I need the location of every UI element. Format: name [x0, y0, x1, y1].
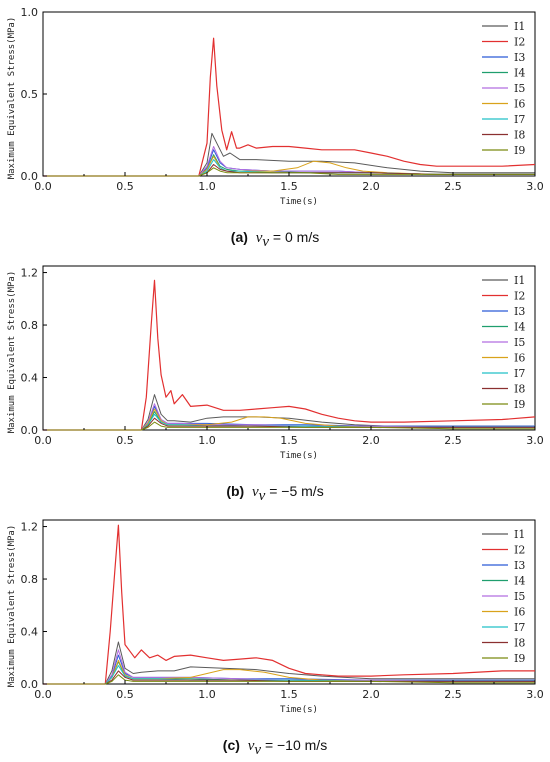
legend-label-i1: I1	[514, 274, 525, 287]
y-tick-label: 1.0	[21, 6, 39, 19]
caption-subscript: v	[254, 741, 262, 758]
x-tick-label: 1.0	[198, 434, 216, 447]
x-tick-label: 2.0	[362, 434, 380, 447]
chart-b: 0.0 0.5 1.0 1.5 2.0 2.5 3.0 0.0 0.4 0.8 1.2 Time(s)…	[7, 265, 544, 461]
x-tick-label: 3.0	[526, 434, 544, 447]
chart-panel-a: 0.0 0.5 1.0 1.5 2.0 2.5 3.0 0.0 0.5 1.0 Time(s) Max…	[0, 0, 550, 254]
caption-text: = −10 m/s	[264, 737, 328, 753]
series-line-i2	[43, 524, 535, 685]
plot-frame	[42, 11, 536, 177]
x-tick-label: 2.5	[444, 434, 462, 447]
caption-label: (b)	[226, 483, 245, 499]
y-tick-label: 0.8	[21, 319, 39, 332]
x-tick-label: 0.5	[116, 434, 134, 447]
legend-label-i7: I7	[514, 113, 525, 126]
caption-c: (c) vv = −10 m/s	[0, 737, 550, 759]
caption-variable: v	[247, 738, 255, 754]
x-tick-label: 2.0	[362, 180, 380, 193]
x-tick-label: 0.0	[34, 180, 52, 193]
caption-a: (a) vv = 0 m/s	[0, 229, 550, 251]
series-line-i1	[43, 394, 535, 431]
plot-frame	[42, 265, 536, 431]
chart-panel-b: 0.0 0.5 1.0 1.5 2.0 2.5 3.0 0.0 0.4 0.8 1.2 Time(s)…	[0, 254, 550, 508]
legend-label-i1: I1	[514, 20, 525, 33]
legend-label-i5: I5	[514, 336, 525, 349]
caption-label: (a)	[230, 229, 248, 245]
x-tick-label: 0.5	[116, 180, 134, 193]
y-tick-label: 1.2	[21, 267, 39, 280]
caption-variable: v	[251, 484, 259, 500]
y-tick-label: 0.4	[21, 626, 39, 639]
legend-label-i1: I1	[514, 528, 525, 541]
legend-label-i4: I4	[514, 67, 525, 80]
caption-label: (c)	[222, 737, 240, 753]
legend-label-i4: I4	[514, 321, 525, 334]
y-tick-label: 0.0	[21, 678, 39, 691]
legend-label-i6: I6	[514, 352, 525, 365]
legend-label-i3: I3	[514, 559, 525, 572]
legend-label-i2: I2	[514, 36, 525, 49]
x-tick-label: 2.5	[444, 180, 462, 193]
series-line-i2	[43, 279, 536, 431]
legend-label-i3: I3	[514, 305, 525, 318]
caption-subscript: v	[258, 487, 266, 504]
legend-label-i5: I5	[514, 82, 525, 95]
y-axis-title: Maximum Equivalent Stress(MPa)	[7, 525, 17, 688]
x-tick-label: 1.5	[280, 180, 298, 193]
legend-label-i4: I4	[514, 575, 525, 588]
legend-label-i7: I7	[514, 367, 525, 380]
y-tick-label: 0.4	[21, 372, 39, 385]
y-tick-label: 0.0	[21, 424, 39, 437]
chart-c: 0.0 0.5 1.0 1.5 2.0 2.5 3.0 0.0 0.4 0.8 1.2 Time(s)…	[7, 519, 544, 715]
legend-label-i5: I5	[514, 590, 525, 603]
y-axis-title: Maximum Equivalent Stress(MPa)	[7, 17, 17, 180]
legend-label-i8: I8	[514, 637, 525, 650]
x-tick-label: 1.0	[198, 688, 216, 701]
y-tick-label: 1.2	[21, 521, 39, 534]
legend-label-i6: I6	[514, 606, 525, 619]
x-axis-title: Time(s)	[280, 197, 318, 207]
x-tick-label: 1.5	[280, 434, 298, 447]
x-tick-label: 1.5	[280, 688, 298, 701]
caption-variable: v	[255, 230, 263, 246]
legend-label-i9: I9	[514, 652, 525, 665]
series-line-i1	[43, 641, 535, 685]
series-line-i2	[43, 37, 536, 177]
series-line-i6	[43, 155, 535, 177]
caption-b: (b) vv = −5 m/s	[0, 483, 550, 505]
legend-label-i9: I9	[514, 398, 525, 411]
legend-label-i7: I7	[514, 621, 525, 634]
y-axis-title: Maximum Equivalent Stress(MPa)	[7, 271, 17, 434]
legend-label-i3: I3	[514, 51, 525, 64]
legend-label-i8: I8	[514, 383, 525, 396]
legend-label-i2: I2	[514, 290, 525, 303]
x-axis-title: Time(s)	[280, 451, 318, 461]
y-tick-label: 0.0	[21, 170, 39, 183]
x-tick-label: 2.5	[444, 688, 462, 701]
y-tick-label: 0.5	[21, 88, 39, 101]
legend-label-i2: I2	[514, 544, 525, 557]
caption-subscript: v	[262, 233, 270, 250]
x-tick-label: 0.0	[34, 434, 52, 447]
legend-label-i6: I6	[514, 98, 525, 111]
x-axis-title: Time(s)	[280, 705, 318, 715]
series-line-i1	[43, 132, 535, 177]
legend-label-i8: I8	[514, 129, 525, 142]
x-tick-label: 2.0	[362, 688, 380, 701]
x-tick-label: 0.5	[116, 688, 134, 701]
y-tick-label: 0.8	[21, 573, 39, 586]
x-tick-label: 3.0	[526, 688, 544, 701]
x-tick-label: 0.0	[34, 688, 52, 701]
chart-panel-c: 0.0 0.5 1.0 1.5 2.0 2.5 3.0 0.0 0.4 0.8 1.2 Time(s)…	[0, 508, 550, 762]
x-tick-label: 1.0	[198, 180, 216, 193]
caption-text: = 0 m/s	[272, 229, 320, 245]
caption-text: = −5 m/s	[269, 483, 324, 499]
legend-label-i9: I9	[514, 144, 525, 157]
x-tick-label: 3.0	[526, 180, 544, 193]
chart-a: 0.0 0.5 1.0 1.5 2.0 2.5 3.0 0.0 0.5 1.0 Time(s) Max…	[7, 6, 544, 207]
